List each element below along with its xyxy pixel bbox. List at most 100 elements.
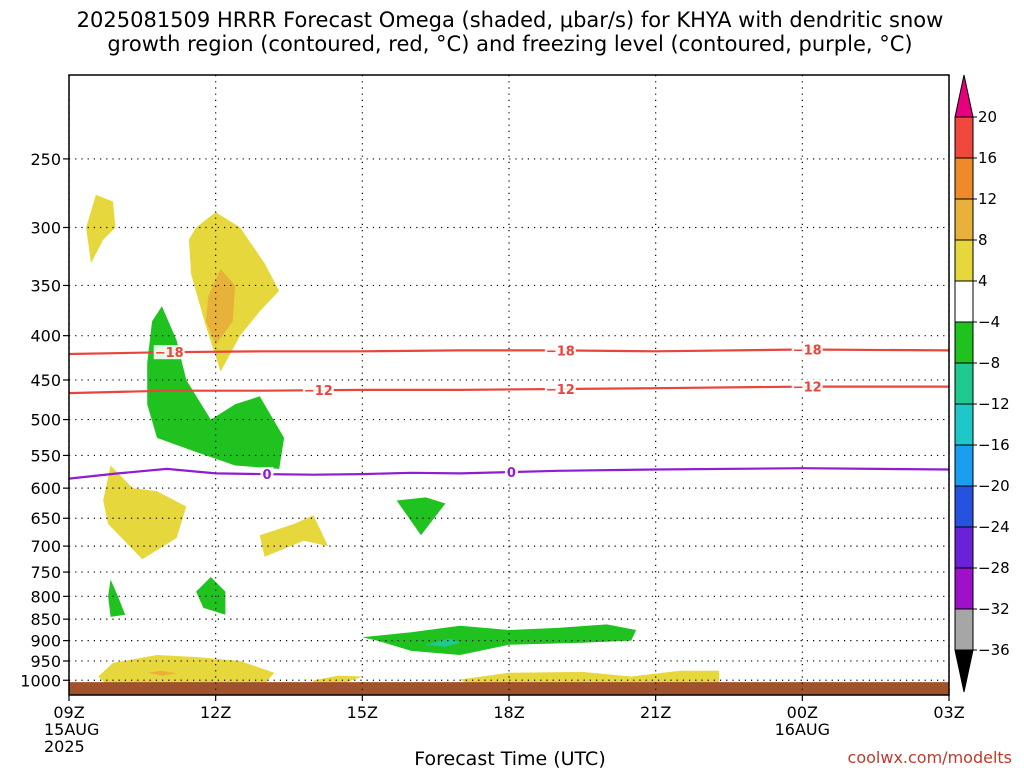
x-tick-label-15-1: 16AUG xyxy=(775,720,830,739)
x-axis-label: Forecast Time (UTC) xyxy=(414,748,605,768)
contour-line-2 xyxy=(68,467,950,480)
colorbar-swatch-8 xyxy=(954,444,974,487)
omega-region-4 xyxy=(103,465,187,560)
omega-region-3 xyxy=(147,306,285,469)
colorbar-label-1: 16 xyxy=(978,149,997,167)
omega-region-9 xyxy=(362,624,637,655)
y-tick-label-550: 550 xyxy=(30,446,61,465)
x-tick-label-0-0: 09Z xyxy=(53,703,84,722)
contour-label-0-1: −18 xyxy=(546,344,575,359)
colorbar-label-7: −12 xyxy=(978,395,1010,413)
omega-region-2 xyxy=(205,269,236,345)
chart-title-line-1: 2025081509 HRRR Forecast Omega (shaded, … xyxy=(77,8,944,32)
omega-region-6 xyxy=(396,497,446,536)
x-tick-label-3-0: 12Z xyxy=(200,703,231,722)
omega-region-10 xyxy=(425,638,461,647)
colorbar: 20 16 12 8 4 −4 −8 −12 −16 −20 −24 −28 −32 −36 xyxy=(954,74,1010,693)
chart-title-line-2: growth region (contoured, red, °C) and f… xyxy=(107,32,912,56)
contour-label-2-1: 0 xyxy=(507,466,516,481)
contour-label-1-1: −12 xyxy=(546,383,575,398)
colorbar-swatch-7 xyxy=(954,403,974,446)
colorbar-swatch-5 xyxy=(954,321,974,364)
y-tick-label-1000: 1000 xyxy=(20,671,61,690)
y-tick-label-250: 250 xyxy=(30,150,61,169)
plot-area: −18 −18 −18 −12 −12 −12 0 0 xyxy=(68,74,950,696)
colorbar-label-6: −8 xyxy=(978,354,1000,372)
colorbar-swatch-2 xyxy=(954,198,974,241)
contour-line-1 xyxy=(68,385,949,395)
colorbar-swatch-6 xyxy=(954,362,974,405)
colorbar-swatch-4 xyxy=(954,280,974,323)
x-tick-label-15-0: 00Z xyxy=(787,703,818,722)
y-tick-label-400: 400 xyxy=(30,327,61,346)
colorbar-bottom-arrow xyxy=(954,649,974,693)
omega-region-8 xyxy=(196,577,226,615)
x-tick-label-12-0: 21Z xyxy=(640,703,671,722)
y-tick-label-600: 600 xyxy=(30,479,61,498)
colorbar-swatch-12 xyxy=(954,608,974,651)
contour-label-bg xyxy=(260,467,274,482)
y-tick-label-900: 900 xyxy=(30,632,61,651)
x-tick-label-18-0: 03Z xyxy=(933,703,964,722)
contour-label-bg xyxy=(544,343,576,358)
x-tick-label-0-2: 2025 xyxy=(44,737,85,756)
colorbar-label-5: −4 xyxy=(978,313,1000,331)
colorbar-swatch-9 xyxy=(954,485,974,528)
colorbar-label-12: −32 xyxy=(978,600,1010,618)
omega-shading xyxy=(86,194,720,686)
y-tick-label-500: 500 xyxy=(30,411,61,430)
y-tick-label-950: 950 xyxy=(30,652,61,671)
contour-label-bg xyxy=(153,345,185,360)
x-tick-label-6-0: 15Z xyxy=(347,703,378,722)
omega-region-5 xyxy=(259,515,329,557)
colorbar-label-8: −16 xyxy=(978,436,1010,454)
contour-line-0 xyxy=(68,348,950,356)
contour-label-0-0: −18 xyxy=(155,346,184,361)
contour-label-bg xyxy=(544,382,576,397)
colorbar-swatch-0 xyxy=(954,116,974,159)
credit-text: coolwx.com/modelts xyxy=(848,748,1012,767)
surface-band xyxy=(69,682,949,695)
y-axis-ticks: 250 300 350 400 450 500 550 600 650 700 750 800 850 9… xyxy=(20,150,69,690)
colorbar-swatch-10 xyxy=(954,526,974,569)
colorbar-label-3: 8 xyxy=(978,231,988,249)
contour-label-1-2: −12 xyxy=(793,381,822,396)
y-tick-label-300: 300 xyxy=(30,218,61,237)
contour-label-bg xyxy=(791,342,823,357)
colorbar-label-13: −36 xyxy=(978,641,1010,659)
contour-label-bg xyxy=(791,379,823,394)
colorbar-label-9: −20 xyxy=(978,477,1010,495)
colorbar-label-4: 4 xyxy=(978,272,988,290)
y-tick-label-800: 800 xyxy=(30,587,61,606)
y-tick-label-850: 850 xyxy=(30,610,61,629)
contour-label-bg xyxy=(302,383,334,398)
colorbar-swatch-3 xyxy=(954,239,974,282)
omega-region-11 xyxy=(98,655,275,686)
colorbar-swatch-11 xyxy=(954,567,974,610)
colorbar-label-0: 20 xyxy=(978,108,997,126)
x-tick-label-0-1: 15AUG xyxy=(44,720,99,739)
ground-surface xyxy=(69,682,949,695)
y-tick-label-700: 700 xyxy=(30,537,61,556)
omega-region-12 xyxy=(147,670,177,676)
y-tick-label-650: 650 xyxy=(30,509,61,528)
colorbar-top-arrow xyxy=(954,74,974,118)
colorbar-swatch-1 xyxy=(954,157,974,200)
contour-label-2-0: 0 xyxy=(262,468,271,483)
omega-region-7 xyxy=(108,579,126,617)
y-tick-label-350: 350 xyxy=(30,276,61,295)
contour-label-bg xyxy=(504,465,518,480)
x-tick-label-9-0: 18Z xyxy=(493,703,524,722)
colorbar-label-10: −24 xyxy=(978,518,1010,536)
contour-label-0-2: −18 xyxy=(793,344,822,359)
omega-region-0 xyxy=(86,194,116,264)
colorbar-label-2: 12 xyxy=(978,190,997,208)
contour-label-1-0: −12 xyxy=(304,384,333,399)
y-tick-label-450: 450 xyxy=(30,371,61,390)
omega-region-14 xyxy=(460,670,720,686)
y-tick-label-750: 750 xyxy=(30,563,61,582)
colorbar-label-11: −28 xyxy=(978,559,1010,577)
temperature-contours: −18 −18 −18 −12 −12 −12 0 0 xyxy=(68,342,950,483)
